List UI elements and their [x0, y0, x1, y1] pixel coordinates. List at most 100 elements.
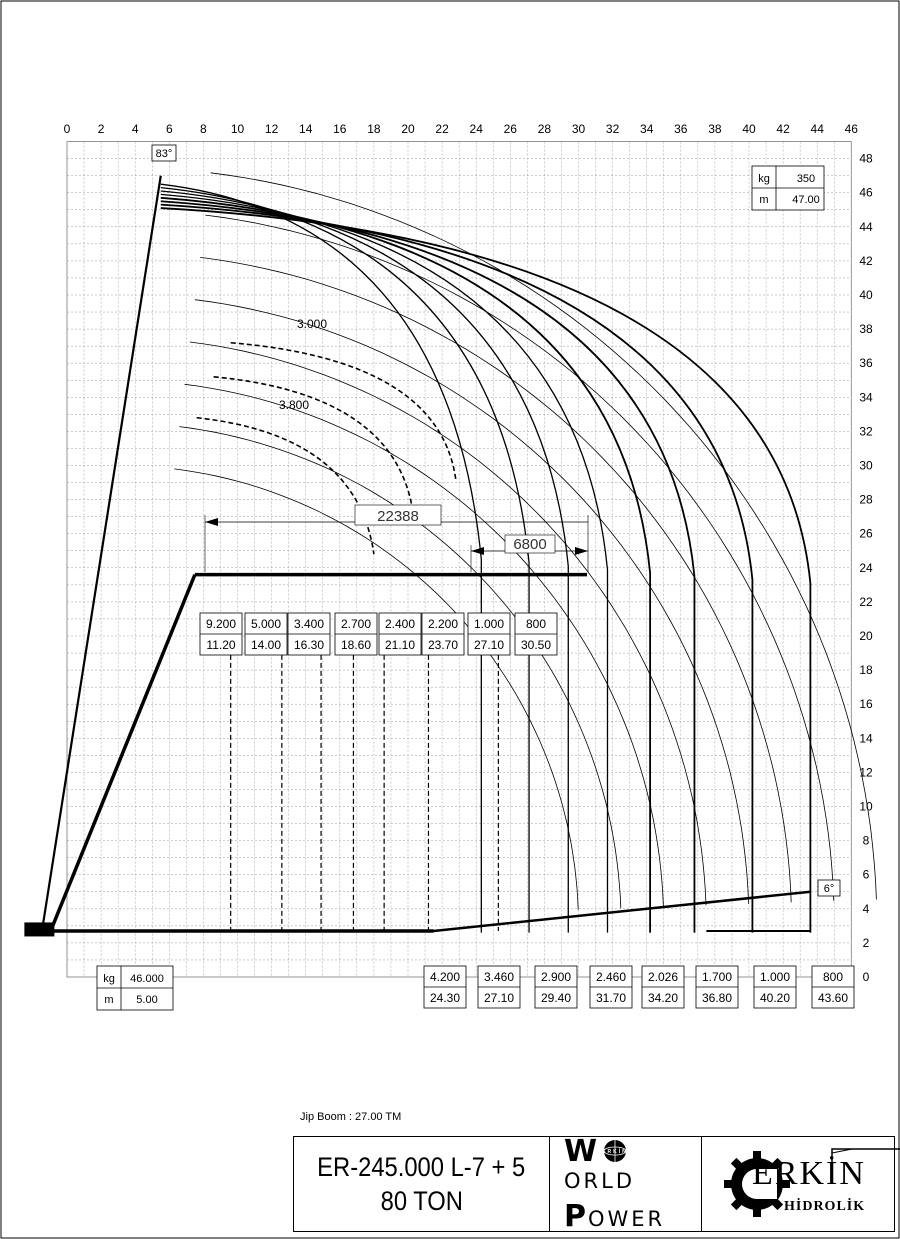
y-tick-label: 28	[859, 493, 873, 507]
jib-load-box-m: 21.10	[385, 638, 415, 652]
bottom-load-box-kg: 1.700	[702, 970, 732, 984]
globe-icon: ERKİN	[602, 1140, 627, 1162]
jib-load-box: 3.400 16.30	[287, 612, 331, 656]
title-block: ER-245.000 L-7 + 5 80 TON W ERKİN ORLD POW…	[293, 1134, 900, 1234]
jib-load-box: 2.700 18.60	[334, 612, 378, 656]
x-tick-label: 12	[265, 122, 279, 136]
jib-load-box: 2.200 23.70	[421, 612, 465, 656]
y-tick-label: 38	[859, 322, 873, 336]
x-tick-label: 30	[572, 122, 586, 136]
x-tick-label: 22	[435, 122, 449, 136]
x-tick-label: 0	[64, 122, 71, 136]
x-tick-label: 2	[98, 122, 105, 136]
y-tick-label: 24	[859, 561, 873, 575]
radius-arc	[189, 341, 707, 906]
bottom-load-box-m: 24.30	[430, 991, 460, 1005]
curve-label-3000: 3.000	[297, 317, 327, 331]
x-tick-label: 16	[333, 122, 347, 136]
base-capacity-table: kg 46.000 m 5.00	[96, 965, 174, 1011]
x-tick-label: 42	[776, 122, 790, 136]
y-tick-label: 16	[859, 697, 873, 711]
base-kg-value: 46.000	[130, 973, 164, 985]
angle-min-box	[817, 879, 841, 897]
bottom-load-box: 3.460 27.10	[477, 965, 521, 1009]
x-tick-label: 4	[132, 122, 139, 136]
jib-load-box-kg: 2.700	[341, 617, 371, 631]
bottom-load-box: 4.200 24.30	[423, 965, 467, 1009]
crane-base	[24, 922, 55, 937]
jib-load-box-m: 27.10	[474, 638, 504, 652]
chart-axes: 0 2 4 6 8 10 12 14 16 18 20 22 24 26 28 30 32 34 36 38 40 42 4…	[64, 122, 873, 984]
wp-orld: ORLD	[564, 1169, 635, 1193]
load-radius-arcs	[160, 172, 877, 933]
radius-arc	[205, 214, 835, 901]
y-tick-label: 6	[863, 868, 870, 882]
angle-min-label: 6°	[824, 883, 835, 895]
tip-m-value: 47.00	[792, 194, 820, 206]
crane-mark-icon	[831, 1148, 900, 1177]
erkin-logo: ERKİN HİDROLİK	[702, 1137, 900, 1231]
jib-load-box-kg: 1.000	[474, 617, 504, 631]
bottom-load-box-m: 27.10	[484, 991, 514, 1005]
bottom-load-box-kg: 2.026	[648, 970, 678, 984]
gear-icon	[724, 1151, 790, 1217]
y-tick-label: 36	[859, 356, 873, 370]
x-tick-label: 26	[504, 122, 518, 136]
capacity-envelope	[160, 186, 530, 933]
boom-knuckle	[48, 573, 197, 934]
x-tick-label: 18	[367, 122, 381, 136]
bottom-load-box-kg: 3.460	[484, 970, 514, 984]
y-tick-label: 32	[859, 424, 873, 438]
jib-ext-dimension: 6800	[470, 515, 589, 572]
tip-capacity-table: kg 350 m 47.00	[751, 165, 825, 211]
bottom-load-box: 2.026 34.20	[641, 965, 685, 1009]
jib-load-box: 800 30.50	[514, 612, 558, 656]
model-capacity: 80 TON	[380, 1186, 463, 1216]
bottom-load-box: 800 43.60	[811, 965, 855, 1009]
capacity-envelope	[160, 200, 696, 933]
wp-w: W	[564, 1134, 600, 1169]
y-tick-label: 20	[859, 629, 873, 643]
x-tick-label: 36	[674, 122, 688, 136]
jib-load-box: 5.000 14.00	[244, 612, 288, 656]
bottom-load-box-kg: 1.000	[760, 970, 790, 984]
radius-arc	[200, 257, 792, 903]
x-tick-label: 14	[299, 122, 313, 136]
erkin-subtitle: HİDROLİK	[784, 1199, 866, 1214]
bottom-load-box-m: 40.20	[760, 991, 790, 1005]
crane-silhouettes	[24, 175, 811, 937]
model-cell: ER-245.000 L-7 + 5 80 TON	[294, 1137, 550, 1231]
jib-load-box-kg: 800	[526, 617, 546, 631]
x-tick-label: 34	[640, 122, 654, 136]
angle-max-label: 83°	[156, 148, 173, 160]
bottom-load-box-kg: 800	[823, 970, 843, 984]
bottom-load-box: 1.000 40.20	[753, 965, 797, 1009]
jib-span-label: 22388	[377, 508, 419, 525]
main-boom-83	[40, 175, 162, 935]
base-kg-label: kg	[103, 973, 115, 985]
bottom-load-box: 1.700 36.80	[695, 965, 739, 1009]
tip-m-label: m	[759, 194, 768, 206]
y-tick-label: 22	[859, 595, 873, 609]
jib-load-box-kg: 2.200	[428, 617, 458, 631]
jib-load-box-kg: 5.000	[251, 617, 281, 631]
y-tick-label: 48	[859, 152, 873, 166]
y-tick-label: 12	[859, 765, 873, 779]
radius-arc	[184, 383, 664, 907]
jib-load-box-m: 11.20	[206, 638, 235, 652]
tip-kg-value: 350	[797, 173, 815, 185]
jib-boom-note: Jip Boom : 27.00 TM	[300, 1111, 402, 1123]
y-tick-label: 2	[863, 936, 870, 950]
jib-dashed-curve	[230, 341, 457, 480]
curve-label-3800: 3.800	[279, 398, 309, 412]
jib-load-box-m: 18.60	[341, 638, 371, 652]
x-tick-label: 10	[231, 122, 245, 136]
model-name: ER-245.000 L-7 + 5	[317, 1152, 526, 1182]
y-tick-label: 42	[859, 254, 873, 268]
jib-load-box-kg: 2.400	[385, 617, 415, 631]
y-tick-label: 44	[859, 220, 873, 234]
jib-span-dimension: 22388	[204, 504, 588, 572]
jib-load-box-kg: 3.400	[294, 617, 324, 631]
